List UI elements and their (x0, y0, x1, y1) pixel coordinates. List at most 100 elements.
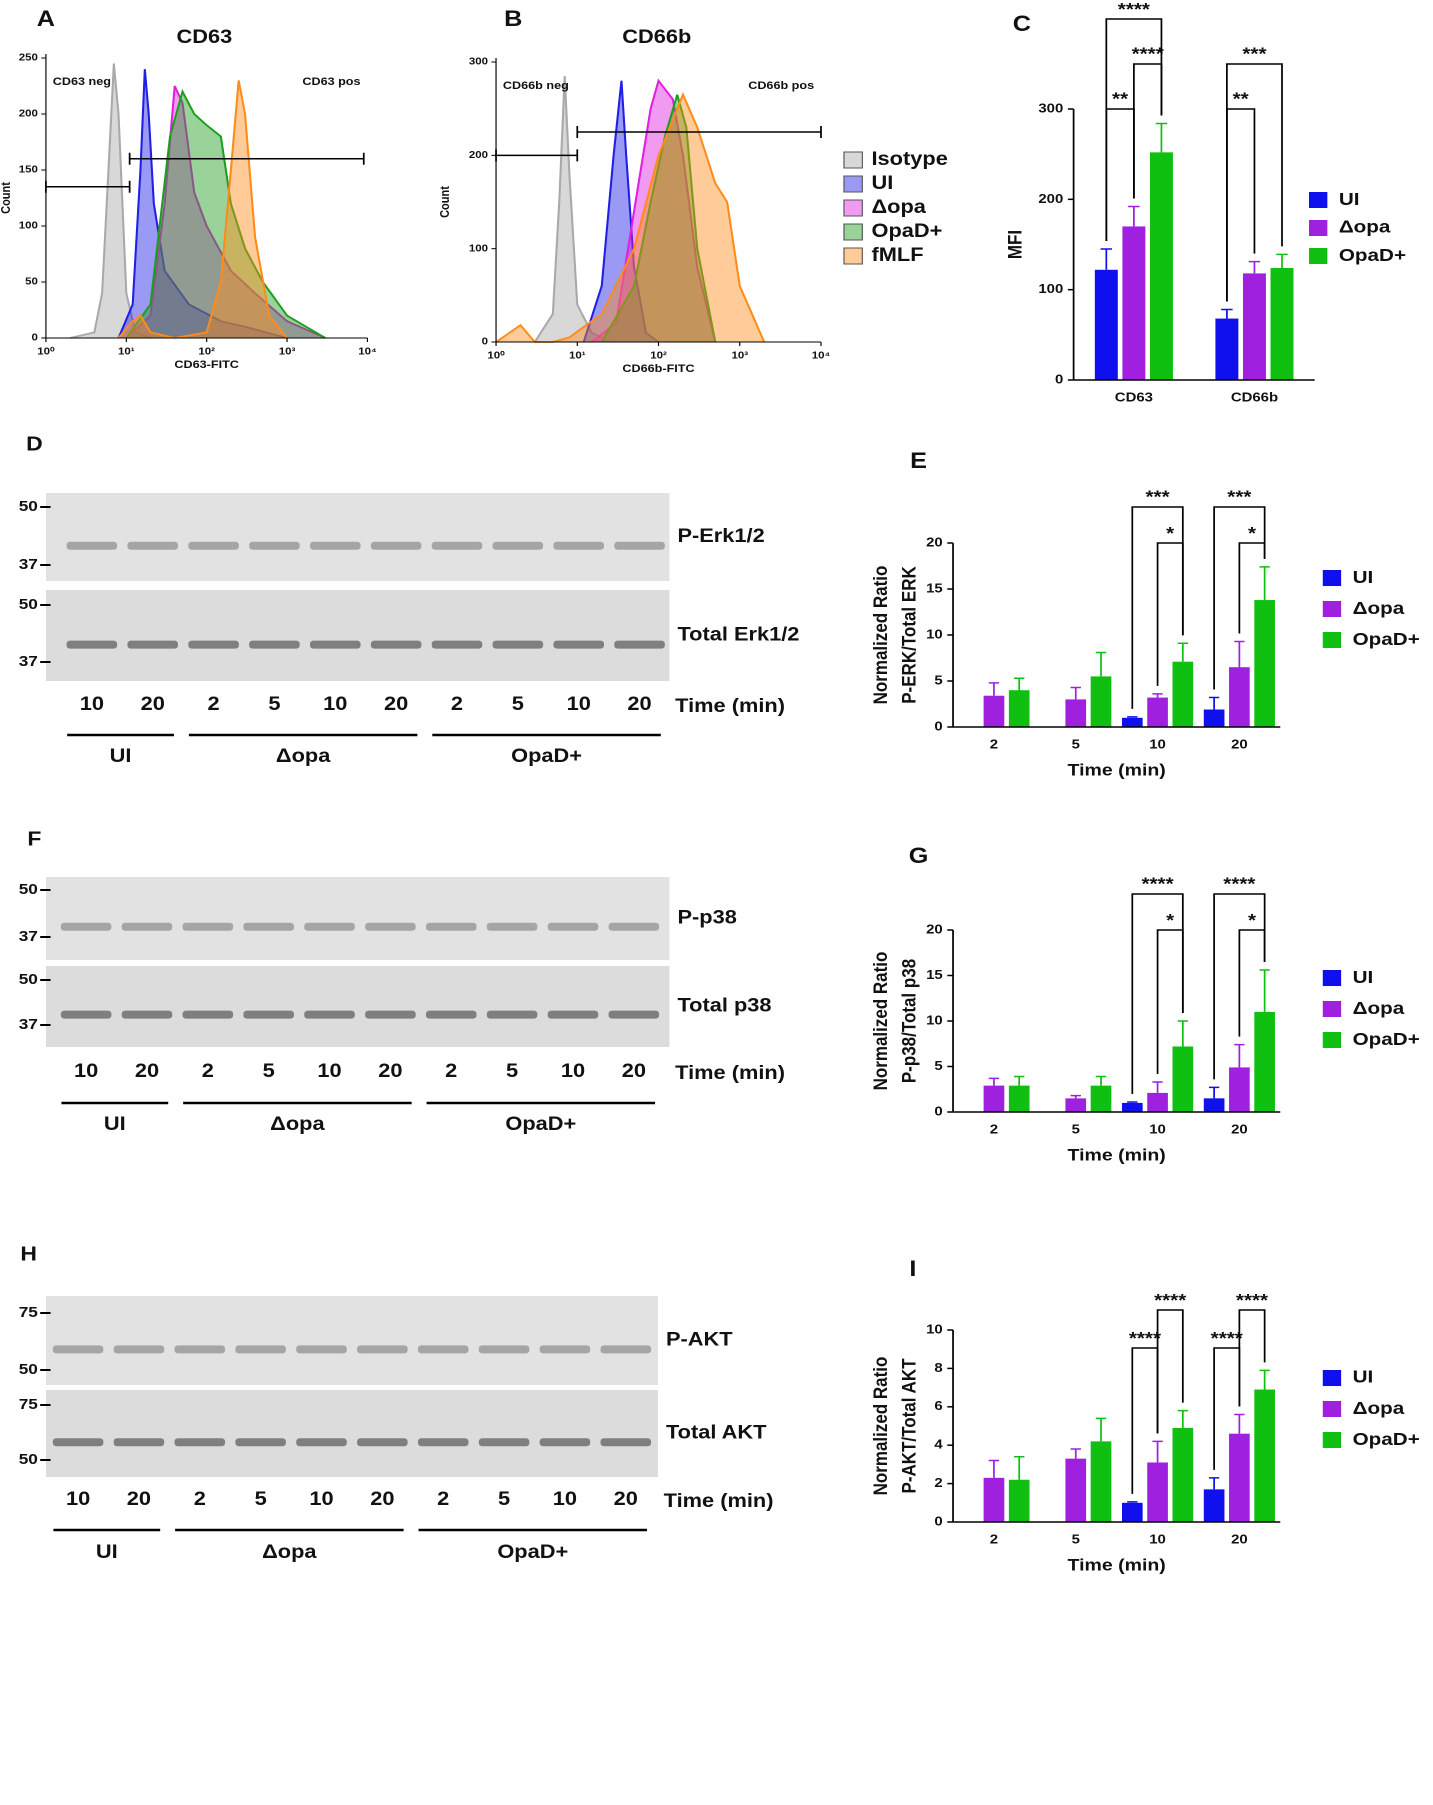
bar (983, 1085, 1005, 1112)
lane-label: 2 (208, 693, 220, 714)
legend-label: OpaD+ (1353, 1429, 1420, 1449)
blot-image (45, 1296, 658, 1385)
legend-label: UI (1339, 189, 1360, 209)
legend-swatch (1322, 1032, 1342, 1048)
x-tick-label: 10¹ (569, 350, 586, 361)
y-tick-label: 100 (469, 243, 488, 254)
bar (1254, 1011, 1275, 1112)
group-label: Δopa (270, 1113, 325, 1134)
bar (1090, 1085, 1112, 1112)
y-tick-label: 150 (19, 164, 38, 175)
blot-band (492, 640, 544, 649)
blot-band (370, 541, 422, 550)
bar (1147, 1092, 1168, 1112)
error-bar (1100, 248, 1113, 270)
lane-label: 10 (317, 1060, 341, 1081)
area-fill (118, 80, 288, 339)
error-bar (1259, 1369, 1270, 1390)
group-label: UI (96, 1541, 118, 1562)
y-tick-label: 200 (469, 150, 488, 161)
error-bar (1095, 1417, 1107, 1442)
marker-label: 37 (19, 928, 38, 945)
significance-label: * (1248, 523, 1257, 543)
blot-image (45, 493, 670, 581)
error-bar (1070, 1448, 1081, 1459)
blot-band (174, 1345, 226, 1354)
lane-label: 20 (141, 693, 165, 714)
y-tick-label: 15 (926, 580, 943, 595)
blot-band (182, 922, 234, 931)
bar (1065, 1458, 1087, 1522)
x-tick-label: 5 (1072, 736, 1081, 751)
blot-band (304, 1010, 355, 1019)
bar (1008, 1085, 1030, 1112)
area-line (117, 69, 288, 339)
marker-label: 50 (19, 881, 38, 898)
lane-label: 5 (268, 693, 280, 714)
error-bar (1128, 205, 1140, 227)
blot-band (478, 1345, 530, 1354)
error-bar (1234, 640, 1245, 668)
lane-label: 20 (127, 1488, 151, 1509)
blot-band (600, 1345, 652, 1354)
y-tick-label: 0 (1055, 371, 1064, 386)
error-bar (1276, 253, 1288, 268)
blot-band (539, 1438, 591, 1447)
y-axis-label: Count (437, 186, 452, 218)
panel-letter: E (910, 449, 927, 473)
blot-band (121, 922, 173, 931)
x-tick-label: 10⁰ (37, 346, 55, 357)
gate (495, 149, 579, 162)
x-tick-label: 10 (1149, 736, 1166, 751)
y-tick-label: 8 (934, 1360, 943, 1375)
legend-label: Δopa (1353, 1398, 1405, 1418)
error-bar (1070, 686, 1081, 700)
marker-label: 50 (19, 596, 38, 613)
error-bar (988, 1459, 1000, 1478)
blot-band (296, 1345, 347, 1354)
x-tick-label: 10² (650, 350, 667, 361)
blot-band (370, 640, 422, 649)
lane-axis-label: Time (min) (675, 1062, 785, 1083)
error-bar (1259, 969, 1270, 1012)
area-fill (591, 80, 716, 343)
x-tick-label: 2 (990, 1531, 999, 1546)
blot-band (357, 1438, 408, 1447)
blot-band (60, 1010, 112, 1019)
marker-label: 75 (19, 1304, 38, 1321)
x-tick-label: 20 (1231, 736, 1248, 751)
lane-label: 10 (66, 1488, 90, 1509)
y-tick-label: 100 (1038, 281, 1063, 296)
blot-band (182, 1010, 234, 1019)
bar (1203, 1489, 1225, 1522)
error-bar (1095, 651, 1107, 677)
blot-row-label: Total AKT (666, 1422, 767, 1443)
blot-band (127, 640, 178, 649)
bar (1229, 667, 1250, 727)
lane-label: 10 (561, 1060, 585, 1081)
lane-axis-label: Time (min) (664, 1490, 774, 1511)
y-tick-label: 0 (934, 718, 943, 733)
lane-label: 20 (370, 1488, 394, 1509)
legend-swatch (1322, 632, 1342, 648)
x-tick-label: 5 (1072, 1531, 1081, 1546)
bar (1229, 1067, 1250, 1112)
blot-band (52, 1438, 104, 1447)
blot-band (66, 640, 118, 649)
significance-label: **** (1129, 1328, 1162, 1348)
area-line (69, 63, 151, 339)
marker-label: 75 (19, 1396, 38, 1413)
group-label: Δopa (276, 745, 331, 766)
panel-letter: F (27, 828, 41, 850)
blot-band (174, 1438, 226, 1447)
blot-band (553, 640, 604, 649)
blot-band (539, 1345, 591, 1354)
significance-bracket (1131, 893, 1184, 1094)
x-axis-label: CD63-FITC (174, 358, 239, 371)
lane-label: 2 (445, 1060, 457, 1081)
legend-swatch (1308, 220, 1328, 236)
legend-label: Δopa (1353, 598, 1405, 618)
legend-label: OpaD+ (872, 220, 943, 241)
x-tick-label: CD63 (1115, 389, 1153, 404)
legend-swatch (1308, 248, 1328, 264)
